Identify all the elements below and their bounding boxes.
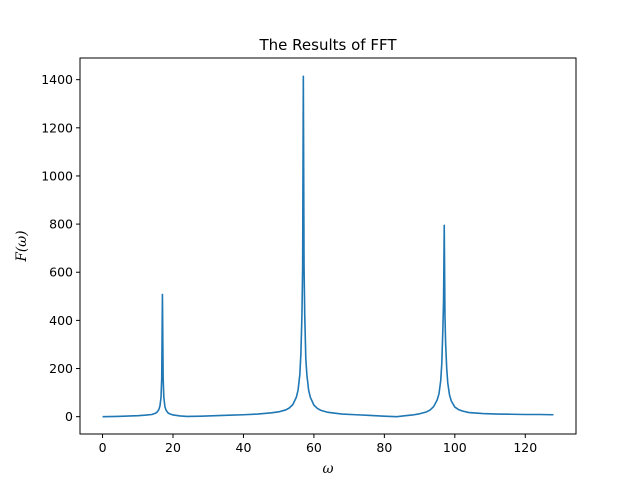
y-tick-label: 1200 xyxy=(41,120,73,135)
x-tick-label: 40 xyxy=(236,440,252,455)
chart-title: The Results of FFT xyxy=(259,36,398,54)
y-tick-label: 1400 xyxy=(41,72,73,87)
x-tick-label: 60 xyxy=(306,440,322,455)
x-axis-label: ω xyxy=(322,461,333,477)
x-tick-label: 0 xyxy=(99,440,107,455)
y-tick-label: 600 xyxy=(49,265,73,280)
x-tick-label: 80 xyxy=(376,440,392,455)
series-line-0 xyxy=(102,75,554,418)
x-tick-label: 100 xyxy=(443,440,467,455)
y-tick-label: 200 xyxy=(49,361,73,376)
y-axis: 0 200 400 600 800 1000 1200 1400 xyxy=(41,72,80,424)
plot-area xyxy=(102,75,554,418)
y-tick-label: 800 xyxy=(49,217,73,232)
y-tick-label: 1000 xyxy=(41,168,73,183)
y-tick-label: 0 xyxy=(65,409,73,424)
x-tick-label: 20 xyxy=(165,440,181,455)
x-axis: 0 20 40 60 80 100 120 xyxy=(99,434,537,455)
x-tick-label: 120 xyxy=(513,440,537,455)
plot-frame xyxy=(79,57,577,435)
y-axis-label: F(ω) xyxy=(14,231,30,263)
y-tick-label: 400 xyxy=(49,313,73,328)
